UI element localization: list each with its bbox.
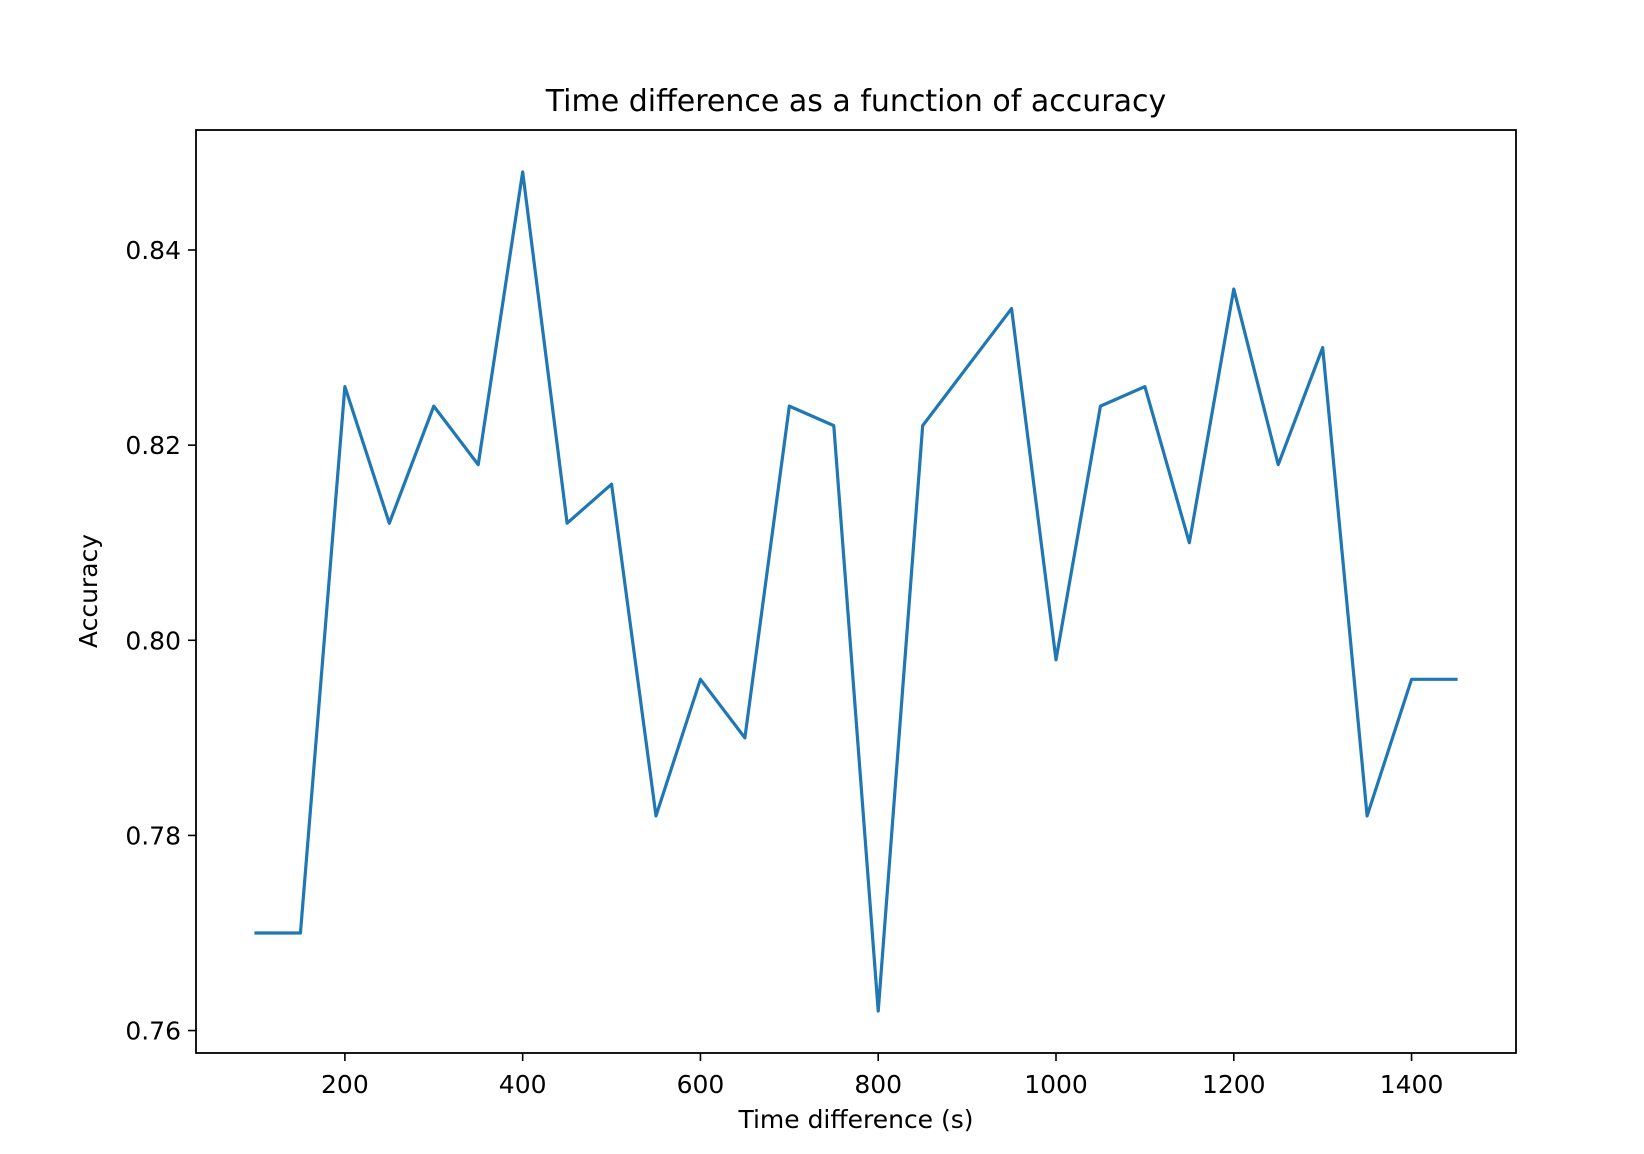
x-axis-label: Time difference (s) (737, 1105, 973, 1134)
y-tick-label: 0.82 (125, 431, 181, 460)
y-tick-label: 0.80 (125, 626, 181, 655)
series-line (254, 170, 1458, 1013)
y-axis-label: Accuracy (74, 534, 103, 648)
plot-area: 200 400 600 800 1000 1200 1400 0.76 0.78 0.80 0.82… (125, 170, 1458, 1099)
x-tick-label: 400 (499, 1070, 547, 1099)
chart-title: Time difference as a function of accurac… (545, 84, 1166, 119)
y-tick-label: 0.76 (125, 1017, 181, 1046)
x-tick-label: 1200 (1202, 1070, 1266, 1099)
y-tick-label: 0.78 (125, 821, 181, 850)
x-tick-label: 1000 (1024, 1070, 1088, 1099)
axes-frame (195, 129, 1517, 1054)
x-tick-label: 1400 (1380, 1070, 1444, 1099)
x-tick-label: 600 (677, 1070, 725, 1099)
x-tick-label: 800 (854, 1070, 902, 1099)
y-tick-label: 0.84 (125, 236, 181, 265)
x-tick-label: 200 (321, 1070, 369, 1099)
